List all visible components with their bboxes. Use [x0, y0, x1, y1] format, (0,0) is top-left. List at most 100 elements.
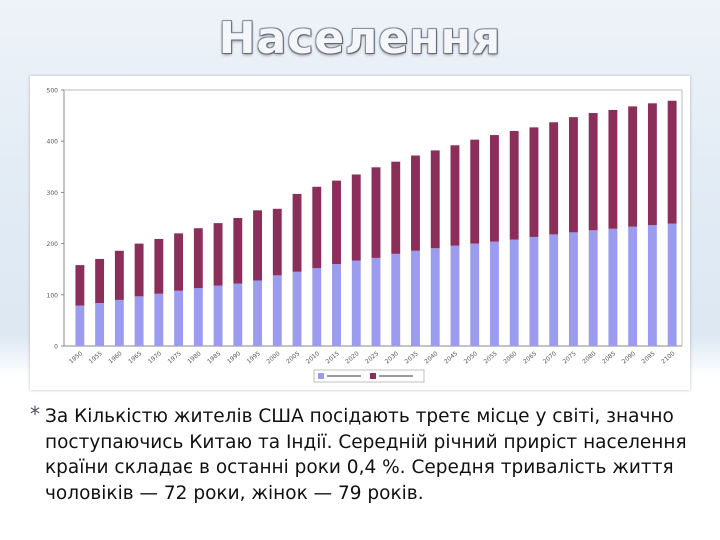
bar-segment-upper [411, 155, 420, 251]
bar-segment-lower [332, 264, 341, 346]
bar-segment-upper [292, 193, 302, 272]
bar-segment-lower [588, 230, 598, 346]
bar-segment-lower [628, 226, 638, 346]
bar-segment-lower [647, 225, 657, 346]
bar-segment-lower [450, 245, 460, 346]
y-tick-label: 200 [47, 241, 59, 248]
bar-segment-upper [371, 167, 381, 258]
bar-segment-lower [490, 241, 499, 346]
x-tick-label: 2015 [325, 350, 341, 365]
x-tick-label: 1960 [107, 350, 123, 365]
bar-segment-lower [470, 243, 480, 346]
slide-title: Населення [218, 13, 502, 64]
bar-segment-lower [667, 223, 677, 346]
bar-segment-lower [213, 285, 223, 346]
x-tick-label: 2060 [502, 350, 518, 365]
population-stacked-bar-chart: 0 100 200 300 400 500 1950 1955 1960 1965 1970 1975… [47, 88, 683, 383]
y-tick-label: 400 [47, 139, 59, 146]
x-tick-label: 2095 [640, 350, 656, 365]
bar-segment-upper [490, 135, 499, 242]
bar-segment-upper [549, 122, 559, 235]
x-tick-label: 1950 [68, 350, 84, 365]
bar-segment-upper [608, 109, 618, 229]
bar-segment-lower [272, 275, 282, 346]
y-tick-label: 100 [47, 292, 59, 299]
x-tick-label: 2090 [621, 350, 637, 365]
x-tick-label: 2085 [601, 350, 617, 365]
x-tick-label: 1975 [167, 350, 183, 365]
x-tick-label: 2025 [364, 350, 380, 365]
legend-entry-label [379, 375, 413, 377]
bullet-star-icon: * [30, 402, 40, 426]
bar-segment-upper [174, 233, 184, 291]
bar-segment-upper [95, 258, 105, 303]
bar-segment-lower [411, 250, 420, 346]
bar-segment-lower [95, 302, 105, 346]
bar-segment-lower [509, 239, 519, 346]
x-tick-label: 1980 [186, 350, 202, 365]
x-tick-label: 2045 [443, 350, 459, 365]
bar-segment-upper [154, 238, 164, 294]
bar-segment-lower [371, 257, 381, 346]
bar-segment-upper [588, 113, 598, 231]
bar-segment-upper [667, 100, 677, 224]
bar-segment-lower [154, 293, 164, 346]
bar-segment-lower [253, 280, 262, 346]
bullet-text: За Кількістю жителів США посідають третє… [45, 406, 687, 504]
y-tick-label: 500 [47, 88, 59, 95]
bar-segment-lower [134, 296, 144, 346]
bar-segment-upper [647, 103, 657, 226]
bar-segment-upper [430, 150, 440, 249]
bar-segment-upper [272, 208, 282, 276]
bar-segment-upper [233, 218, 243, 284]
x-tick-label: 1985 [206, 350, 222, 365]
x-tick-label: 2080 [581, 350, 597, 365]
x-tick-label: 1965 [127, 350, 143, 365]
x-tick-label: 2030 [384, 350, 400, 365]
bar-segment-upper [332, 180, 341, 265]
bar-segment-upper [628, 106, 638, 227]
bar-segment-lower [568, 232, 578, 346]
legend-entry-label [327, 375, 361, 377]
y-tick-label: 300 [47, 190, 59, 197]
x-tick-label: 2100 [660, 350, 676, 365]
bar-segment-upper [529, 127, 539, 237]
bar-segment-upper [114, 250, 124, 300]
bar-segment-lower [193, 288, 203, 346]
x-tick-label: 2075 [561, 350, 577, 365]
legend-box [313, 369, 425, 383]
bar-segment-lower [312, 268, 322, 346]
x-tick-label: 1995 [246, 350, 262, 365]
bar-segment-upper [253, 210, 262, 281]
legend-swatch [318, 373, 324, 379]
bar-segment-lower [292, 271, 302, 346]
legend-swatch [370, 373, 376, 379]
bar-segment-upper [470, 139, 480, 244]
bullet-paragraph: * За Кількістю жителів США посідають тре… [30, 402, 700, 506]
bar-segment-lower [114, 299, 124, 346]
x-tick-label: 2010 [305, 350, 321, 365]
x-tick-label: 2055 [483, 350, 499, 365]
bar-segment-upper [391, 161, 401, 254]
bar-segment-lower [391, 253, 401, 346]
bar-segment-upper [312, 186, 322, 269]
x-tick-label: 2065 [522, 350, 538, 365]
x-tick-label: 1970 [147, 350, 163, 365]
bar-segment-lower [174, 290, 184, 346]
x-tick-label: 2005 [285, 350, 301, 365]
y-tick-label: 0 [54, 344, 58, 351]
bar-segment-upper [134, 243, 144, 297]
bar-segment-upper [509, 130, 519, 240]
x-tick-label: 2000 [265, 350, 281, 365]
chart-panel: 0 100 200 300 400 500 1950 1955 1960 1965 1970 1975… [30, 76, 690, 390]
bar-segment-upper [568, 117, 578, 233]
bar-segment-lower [233, 283, 243, 346]
bar-segment-lower [529, 236, 539, 346]
bar-segment-lower [608, 228, 618, 346]
bar-segment-lower [430, 248, 440, 346]
x-tick-label: 2035 [404, 350, 420, 365]
bar-segment-upper [450, 145, 460, 246]
bar-segment-lower [75, 305, 85, 346]
x-tick-label: 2070 [542, 350, 558, 365]
x-tick-label: 2040 [423, 350, 439, 365]
